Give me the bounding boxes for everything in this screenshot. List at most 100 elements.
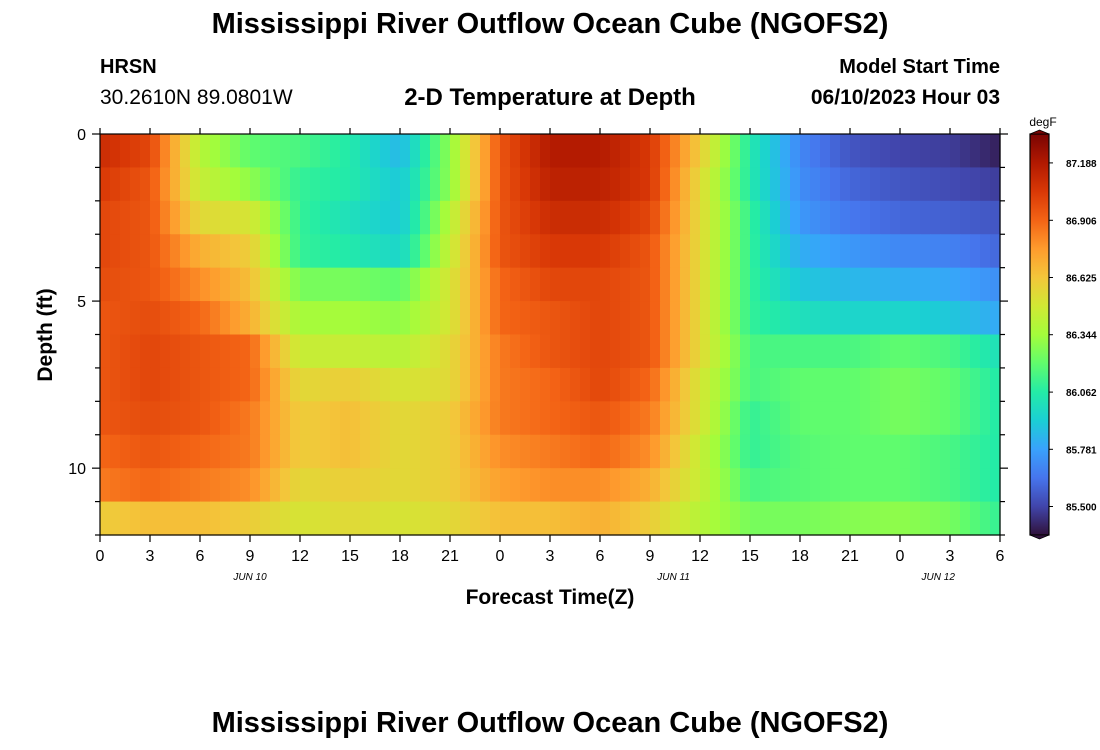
heatmap-cell <box>260 434 271 469</box>
station-coordinates: 30.2610N 89.0801W <box>100 86 293 109</box>
heatmap-cell <box>320 200 331 235</box>
heatmap-cell <box>100 134 111 169</box>
heatmap-cell <box>670 234 681 269</box>
heatmap-cell <box>700 468 711 503</box>
heatmap-cell <box>430 334 441 369</box>
heatmap-cell <box>970 334 981 369</box>
heatmap-cell <box>180 434 191 469</box>
heatmap-cell <box>510 234 521 269</box>
heatmap-cell <box>260 401 271 436</box>
x-tick-label: 0 <box>96 548 105 565</box>
heatmap-cell <box>860 267 871 302</box>
heatmap-cell <box>900 267 911 302</box>
heatmap-cell <box>680 134 691 169</box>
heatmap-cell <box>570 167 581 202</box>
heatmap-cell <box>200 401 211 436</box>
heatmap-cell <box>800 434 811 469</box>
heatmap-cell <box>690 367 701 402</box>
heatmap-cell <box>250 334 261 369</box>
heatmap-cell <box>920 501 931 536</box>
x-tick-label: 3 <box>146 548 155 565</box>
heatmap-cell <box>100 334 111 369</box>
heatmap-cell <box>550 267 561 302</box>
heatmap-cell <box>980 267 991 302</box>
heatmap-cell <box>210 501 221 536</box>
heatmap-cell <box>370 167 381 202</box>
heatmap-cell <box>430 234 441 269</box>
heatmap-cell <box>380 434 391 469</box>
heatmap-cell <box>680 167 691 202</box>
heatmap-cell <box>700 367 711 402</box>
heatmap-cell <box>890 468 901 503</box>
heatmap-cell <box>290 334 301 369</box>
heatmap-cell <box>180 234 191 269</box>
heatmap-cell <box>950 301 961 336</box>
heatmap-cell <box>490 501 501 536</box>
temperature-heatmap-chart: 0 3 6 9 12 15 18 21 0 3 6 9 12 15 18 21 0 3 6 JUN 10 JUN 11 J… <box>34 115 1097 609</box>
heatmap-cell <box>110 200 121 235</box>
heatmap-cell <box>200 367 211 402</box>
heatmap-cell <box>290 434 301 469</box>
heatmap-cell <box>220 301 231 336</box>
heatmap-cell <box>200 501 211 536</box>
heatmap-cell <box>880 200 891 235</box>
colorbar-tick-label: 85.781 <box>1066 445 1097 456</box>
heatmap-cell <box>350 334 361 369</box>
heatmap-cell <box>560 167 571 202</box>
heatmap-cell <box>520 134 531 169</box>
heatmap-cell <box>310 501 321 536</box>
heatmap-cell <box>840 334 851 369</box>
heatmap-cell <box>490 234 501 269</box>
heatmap-cell <box>810 234 821 269</box>
heatmap-cell <box>490 367 501 402</box>
heatmap-cell <box>930 501 941 536</box>
heatmap-cell <box>900 501 911 536</box>
heatmap-cell <box>430 434 441 469</box>
heatmap-cell <box>670 134 681 169</box>
heatmap-cell <box>530 134 541 169</box>
heatmap-cell <box>540 468 551 503</box>
heatmap-cell <box>660 401 671 436</box>
heatmap-cell <box>130 234 141 269</box>
heatmap-cell <box>530 301 541 336</box>
heatmap-cell <box>710 501 721 536</box>
heatmap-cell <box>420 134 431 169</box>
heatmap-cell <box>740 401 751 436</box>
heatmap-cell <box>870 234 881 269</box>
heatmap-cell <box>540 301 551 336</box>
heatmap-cell <box>430 367 441 402</box>
heatmap-cell <box>700 501 711 536</box>
heatmap-cell <box>280 468 291 503</box>
heatmap-cell <box>920 200 931 235</box>
heatmap-cell <box>440 267 451 302</box>
heatmap-cell <box>110 267 121 302</box>
heatmap-cell <box>720 401 731 436</box>
heatmap-cell <box>800 267 811 302</box>
heatmap-cell <box>950 134 961 169</box>
heatmap-cell <box>380 234 391 269</box>
heatmap-cell <box>230 267 241 302</box>
heatmap-cell <box>910 234 921 269</box>
heatmap-cell <box>950 167 961 202</box>
heatmap-cell <box>380 334 391 369</box>
heatmap-cell <box>640 401 651 436</box>
heatmap-cell <box>240 234 251 269</box>
heatmap-cell <box>590 234 601 269</box>
heatmap-cell <box>930 267 941 302</box>
heatmap-cell <box>200 468 211 503</box>
heatmap-cell <box>710 200 721 235</box>
heatmap-cell <box>340 434 351 469</box>
heatmap-cell <box>320 234 331 269</box>
heatmap-cell <box>100 167 111 202</box>
heatmap-cell <box>390 301 401 336</box>
heatmap-cell <box>940 334 951 369</box>
colorbar-bottom-cap <box>1029 534 1050 540</box>
heatmap-cell <box>790 234 801 269</box>
heatmap-cell <box>580 501 591 536</box>
heatmap-cell <box>250 301 261 336</box>
heatmap-cell <box>670 501 681 536</box>
heatmap-cell <box>270 434 281 469</box>
heatmap-cell <box>840 401 851 436</box>
heatmap-cell <box>990 434 1001 469</box>
heatmap-cell <box>410 501 421 536</box>
